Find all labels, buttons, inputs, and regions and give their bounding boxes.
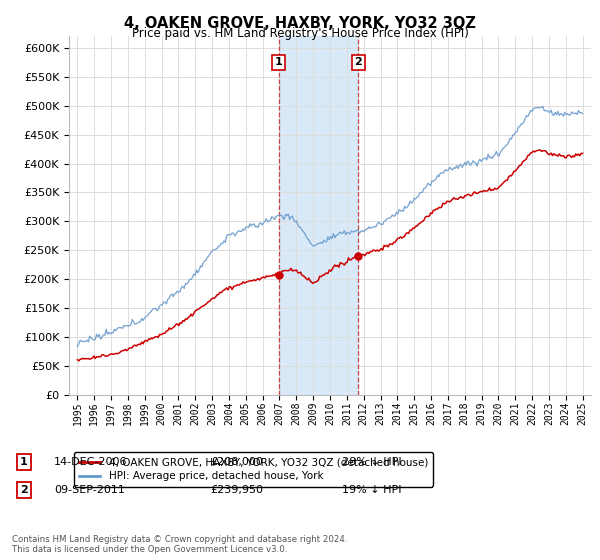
Text: 1: 1: [20, 457, 28, 467]
Text: £239,950: £239,950: [210, 485, 263, 495]
Text: 4, OAKEN GROVE, HAXBY, YORK, YO32 3QZ: 4, OAKEN GROVE, HAXBY, YORK, YO32 3QZ: [124, 16, 476, 31]
Text: 2: 2: [20, 485, 28, 495]
Text: 1: 1: [275, 58, 283, 67]
Text: 28% ↓ HPI: 28% ↓ HPI: [342, 457, 401, 467]
Text: 2: 2: [355, 58, 362, 67]
Bar: [278, 36, 358, 395]
Text: Contains HM Land Registry data © Crown copyright and database right 2024.
This d: Contains HM Land Registry data © Crown c…: [12, 535, 347, 554]
Legend: 4, OAKEN GROVE, HAXBY, YORK, YO32 3QZ (detached house), HPI: Average price, deta: 4, OAKEN GROVE, HAXBY, YORK, YO32 3QZ (d…: [74, 452, 433, 487]
Text: 19% ↓ HPI: 19% ↓ HPI: [342, 485, 401, 495]
Text: 14-DEC-2006: 14-DEC-2006: [54, 457, 128, 467]
Text: 09-SEP-2011: 09-SEP-2011: [54, 485, 125, 495]
Text: Price paid vs. HM Land Registry's House Price Index (HPI): Price paid vs. HM Land Registry's House …: [131, 27, 469, 40]
Text: £208,000: £208,000: [210, 457, 263, 467]
